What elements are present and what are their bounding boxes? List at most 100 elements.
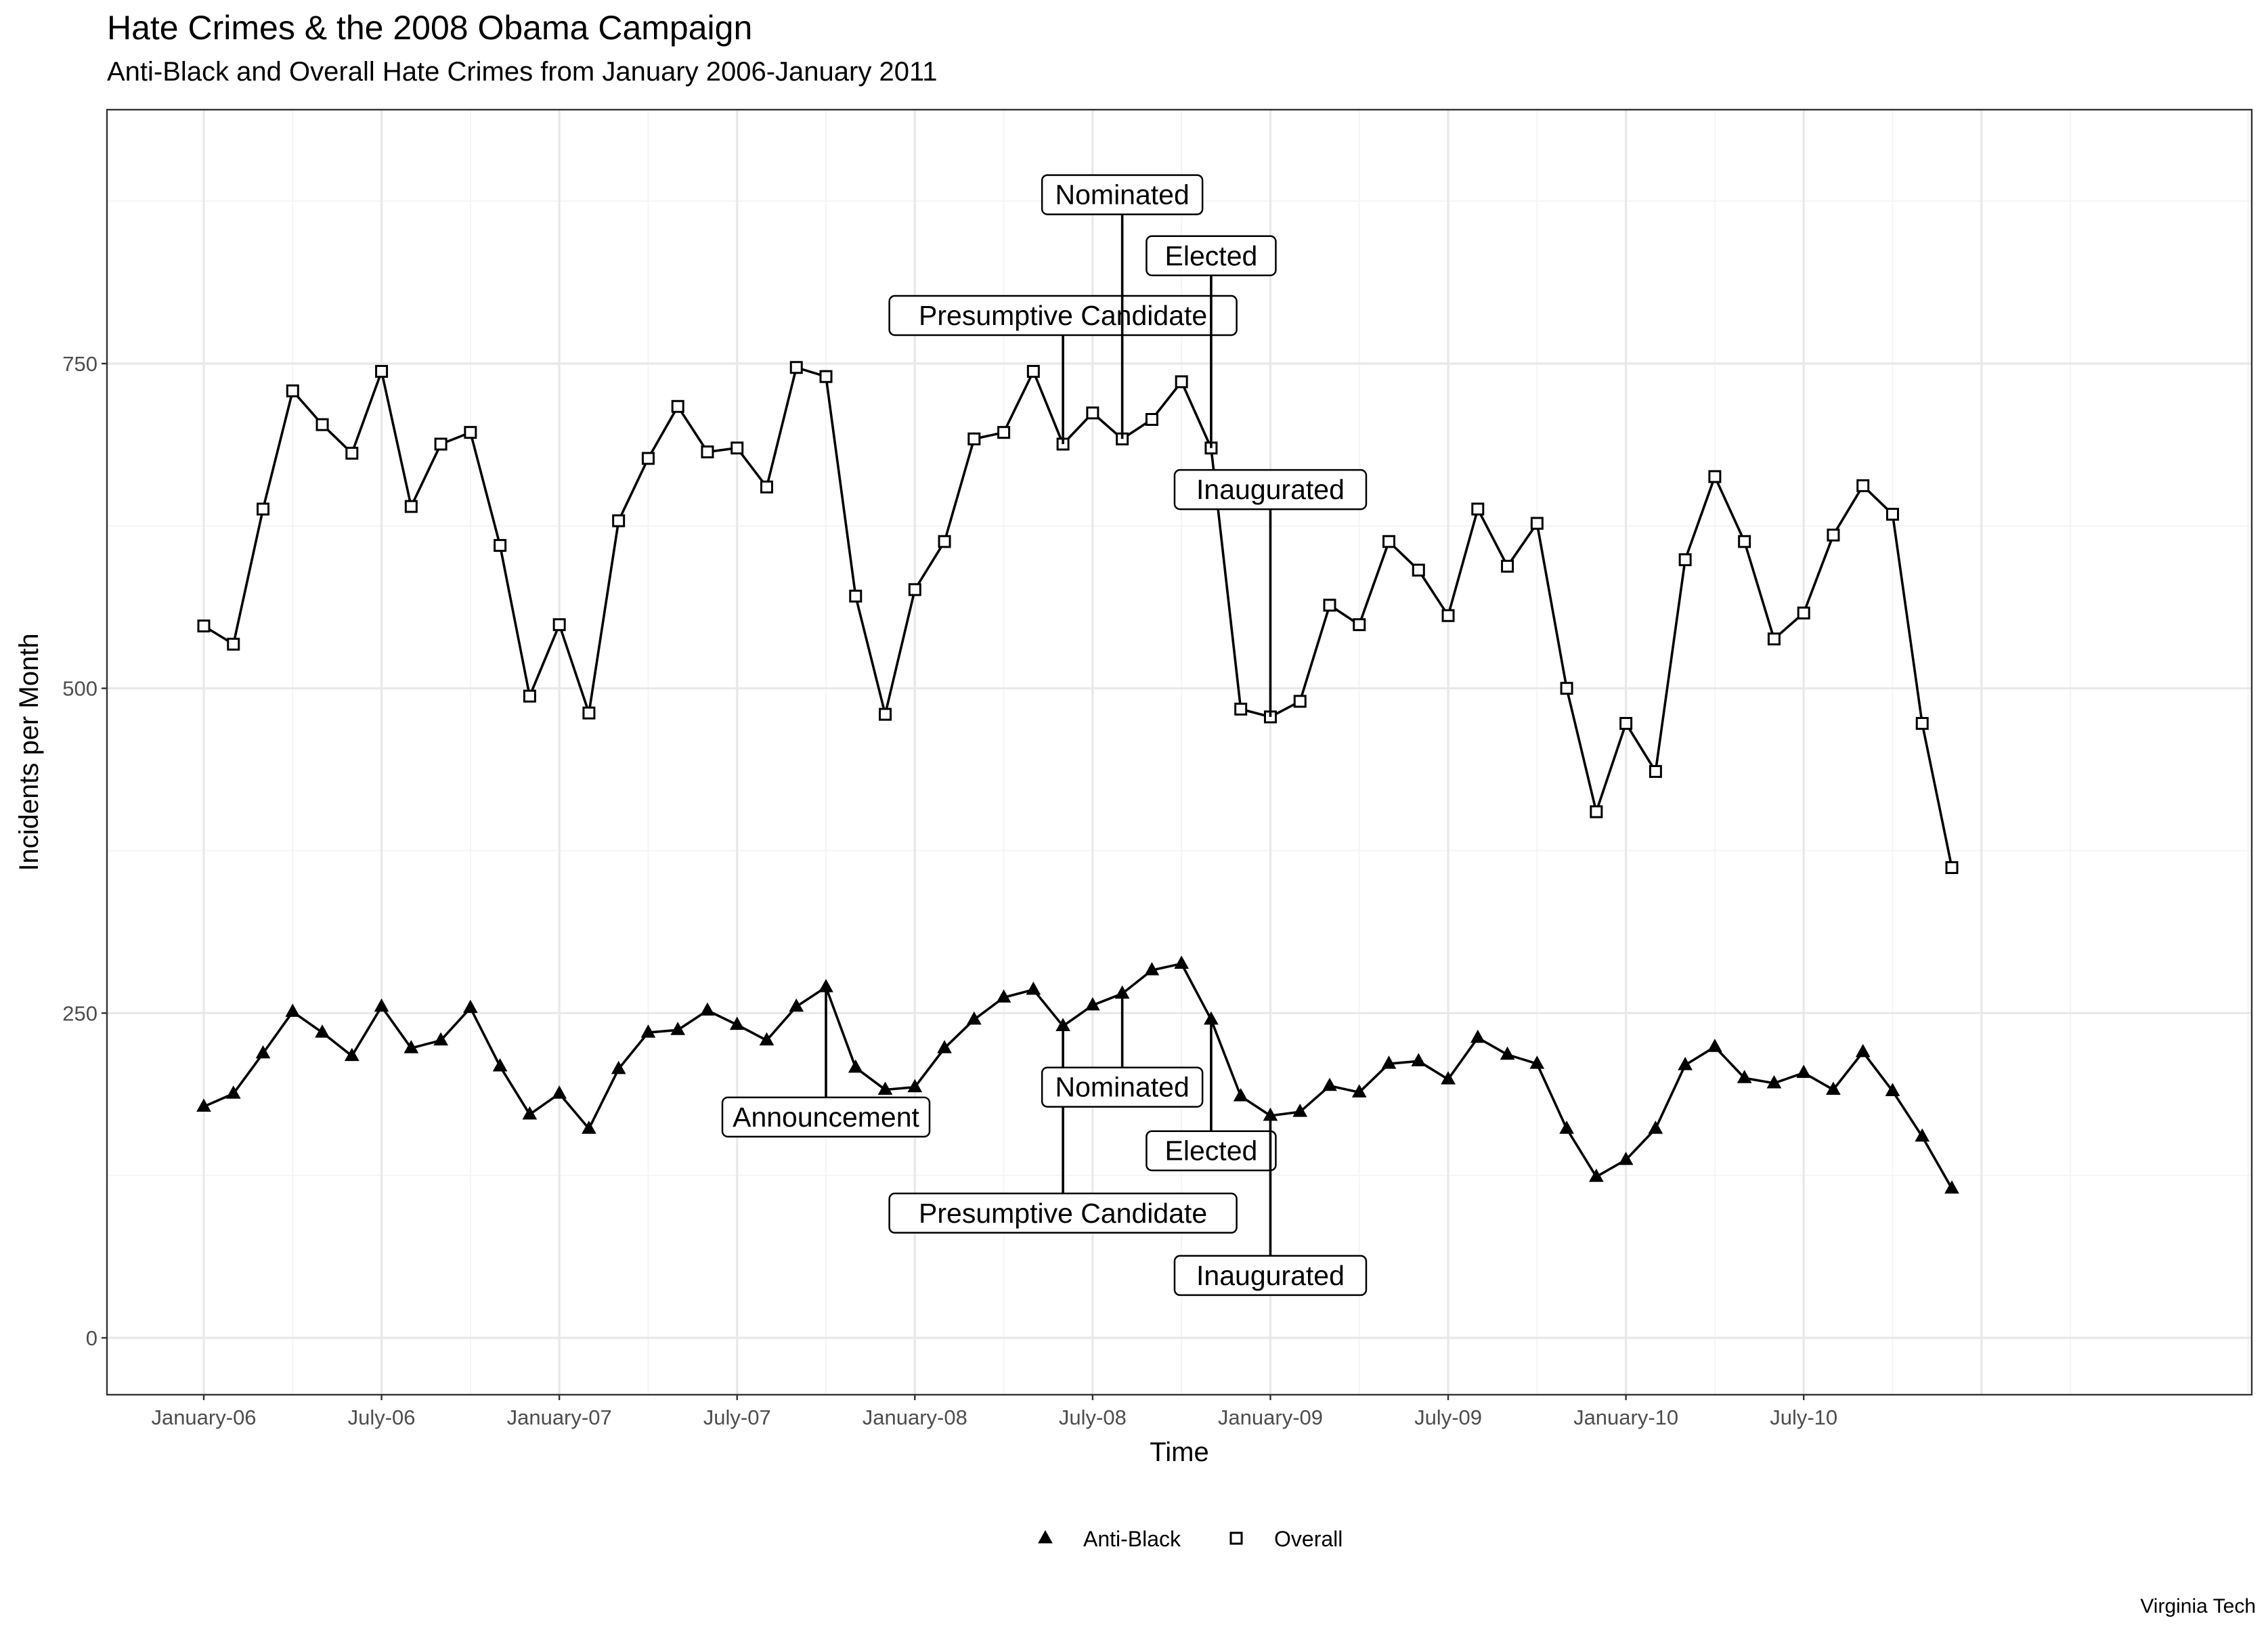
point-overall <box>1471 502 1485 516</box>
point-overall <box>1590 805 1603 819</box>
point-overall <box>1026 365 1040 378</box>
legend-key-anti-black <box>1038 1529 1053 1544</box>
point-anti-black <box>907 1079 923 1093</box>
annotation-label-presumptive-candidate: Presumptive Candidate <box>919 1198 1207 1229</box>
point-anti-black <box>1026 981 1041 995</box>
point-anti-black <box>582 1121 596 1134</box>
point-anti-black <box>522 1106 538 1120</box>
point-anti-black <box>1855 1043 1871 1058</box>
point-anti-black <box>759 1032 775 1046</box>
annotation-label-elected: Elected <box>1165 240 1258 271</box>
point-anti-black <box>1678 1057 1693 1070</box>
x-tick-label: July-06 <box>348 1406 416 1429</box>
point-anti-black <box>729 1016 745 1030</box>
x-tick-label: January-08 <box>863 1406 967 1429</box>
point-anti-black <box>285 1003 301 1017</box>
point-overall <box>552 618 566 632</box>
x-tick-label: January-09 <box>1218 1406 1323 1429</box>
chart-caption: Virginia Tech <box>2140 1595 2256 1617</box>
point-overall <box>227 637 240 651</box>
point-anti-black <box>1233 1088 1248 1102</box>
point-anti-black <box>640 1024 656 1038</box>
x-tick-label: July-09 <box>1414 1406 1482 1429</box>
legend-label-anti-black: Anti-Black <box>1083 1527 1181 1551</box>
point-anti-black <box>1915 1128 1930 1142</box>
x-tick-label: July-07 <box>703 1406 771 1429</box>
point-overall <box>730 441 744 455</box>
annotation-box-elected <box>1146 235 1277 277</box>
series-lines <box>203 366 1953 1190</box>
legend-label-overall: Overall <box>1274 1527 1343 1551</box>
series-points <box>196 361 1959 1194</box>
x-tick-label: January-07 <box>507 1406 612 1429</box>
point-anti-black <box>1737 1070 1752 1083</box>
point-overall <box>434 437 448 451</box>
point-overall <box>1649 764 1662 778</box>
point-overall <box>286 384 299 397</box>
point-overall <box>1234 702 1248 716</box>
annotation-box-nominated <box>1041 174 1204 215</box>
point-overall <box>1145 413 1158 427</box>
point-overall <box>523 689 536 703</box>
point-overall <box>997 426 1011 439</box>
legend-key-overall <box>1229 1531 1243 1545</box>
point-anti-black <box>1588 1169 1604 1182</box>
point-anti-black <box>789 998 804 1012</box>
point-overall <box>464 426 477 439</box>
y-tick-label: 750 <box>62 352 97 376</box>
chart-title: Hate Crimes & the 2008 Obama Campaign <box>107 9 753 47</box>
point-anti-black <box>1618 1152 1634 1165</box>
annotations: Announcement Presumptive Candidate Nominat… <box>721 174 1368 1297</box>
point-anti-black <box>1885 1083 1900 1096</box>
point-overall <box>1353 618 1366 632</box>
point-overall <box>1441 609 1455 622</box>
annotation-box-inaugurated <box>1173 469 1368 510</box>
point-anti-black <box>848 1059 863 1073</box>
point-anti-black <box>404 1040 419 1053</box>
point-overall <box>641 452 655 465</box>
point-overall <box>197 619 211 633</box>
point-overall <box>671 399 684 413</box>
point-overall <box>1767 632 1781 646</box>
point-overall <box>257 502 270 516</box>
point-anti-black <box>1381 1056 1397 1069</box>
point-anti-black <box>937 1040 952 1053</box>
y-tick-label: 500 <box>62 677 97 701</box>
point-anti-black <box>225 1085 241 1099</box>
point-overall <box>1827 528 1840 542</box>
point-anti-black <box>1441 1071 1456 1085</box>
point-overall <box>1885 508 1899 521</box>
point-anti-black <box>996 989 1011 1003</box>
series-line-anti-black <box>203 962 1953 1190</box>
point-overall <box>582 706 596 720</box>
point-anti-black <box>433 1032 448 1046</box>
point-overall <box>1678 553 1692 567</box>
point-anti-black <box>1707 1039 1722 1052</box>
x-tick-label: January-10 <box>1573 1406 1678 1429</box>
point-anti-black <box>670 1022 686 1035</box>
point-anti-black <box>315 1024 330 1038</box>
point-anti-black <box>1766 1074 1782 1089</box>
point-overall <box>1738 535 1751 548</box>
axes: 0 250 500 750 January-06 July-06 January-07 Jul… <box>14 352 1837 1467</box>
point-anti-black <box>1470 1029 1485 1043</box>
point-overall <box>612 514 626 527</box>
point-overall <box>849 589 863 603</box>
point-overall <box>1560 682 1573 695</box>
y-axis-title: Incidents per Month <box>14 633 44 871</box>
annotation-label-nominated: Nominated <box>1055 1072 1190 1103</box>
point-anti-black <box>611 1060 626 1074</box>
x-tick-label: July-10 <box>1770 1406 1837 1429</box>
point-overall <box>404 500 418 513</box>
point-overall <box>938 535 951 548</box>
annotation-label-presumptive-candidate: Presumptive Candidate <box>919 300 1207 331</box>
point-overall <box>1530 517 1544 530</box>
point-anti-black <box>700 1002 715 1016</box>
point-overall <box>879 708 892 721</box>
point-overall <box>819 370 833 383</box>
point-anti-black <box>877 1081 893 1095</box>
point-overall <box>1412 563 1425 577</box>
annotation-box-presumptive-candidate <box>888 1192 1238 1234</box>
annotation-box-nominated <box>1041 1066 1204 1108</box>
